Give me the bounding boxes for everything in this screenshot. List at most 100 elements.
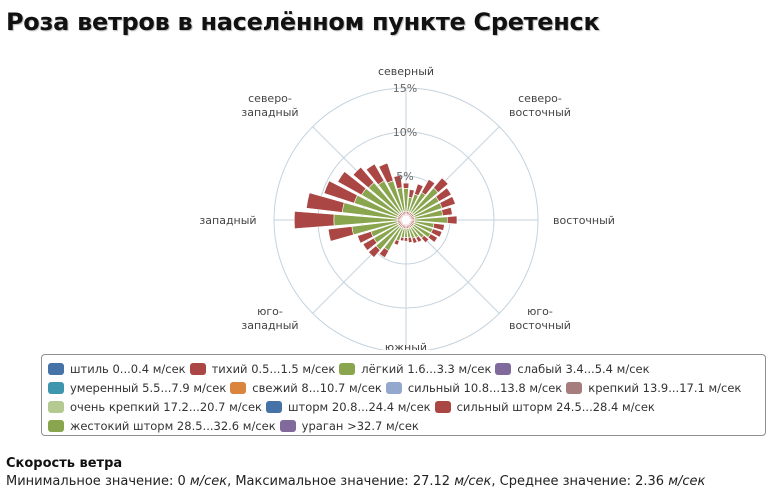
- bar-light-air-outer: [327, 226, 354, 242]
- bar-light-air-outer: [415, 235, 423, 243]
- legend-swatch: [279, 420, 296, 432]
- legend-label: умеренный 5.5...7.9 м/сек: [70, 381, 227, 395]
- legend-label: штиль 0...0.4 м/сек: [70, 362, 186, 376]
- legend-item[interactable]: крепкий 13.9...17.1 м/сек: [566, 379, 741, 397]
- bar-light-air-outer: [378, 247, 390, 259]
- legend-swatch: [566, 382, 583, 394]
- mean-unit: м/сек: [668, 474, 706, 489]
- legend-swatch: [434, 401, 451, 413]
- min-value: 0: [177, 474, 186, 489]
- wind-speed-stats: Минимальное значение: 0 м/сек, Максималь…: [6, 474, 705, 489]
- radial-tick-label: 10%: [393, 126, 417, 139]
- direction-label: юго-западный: [241, 305, 298, 332]
- min-unit: м/сек: [189, 474, 228, 489]
- legend-label: очень крепкий 17.2...20.7 м/сек: [70, 400, 262, 414]
- legend-label: ураган >32.7 м/сек: [301, 419, 419, 433]
- legend-row: штиль 0...0.4 м/сек тихий 0.5...1.5 м/сек…: [48, 360, 765, 379]
- chart-legend: штиль 0...0.4 м/сек тихий 0.5...1.5 м/сек…: [41, 354, 766, 436]
- wind-rose-chart: 5% 10% 15% северный северо-восточный восточны…: [199, 65, 615, 350]
- bar-light-air-outer: [393, 239, 400, 246]
- legend-item[interactable]: свежий 8...10.7 м/сек: [230, 379, 382, 397]
- direction-label: южный: [385, 341, 427, 350]
- legend-item[interactable]: сильный шторм 24.5...28.4 м/сек: [434, 398, 655, 416]
- bar-light-air-outer: [337, 171, 367, 196]
- legend-label: лёгкий 1.6...3.3 м/сек: [361, 362, 492, 376]
- grid-ring: [273, 87, 539, 350]
- bar-light-air-outer: [404, 237, 408, 242]
- bar-light-air-outer: [352, 166, 375, 189]
- bar-light-air-outer: [430, 228, 443, 238]
- max-unit: м/сек: [454, 474, 492, 489]
- mean-value: 2.36: [635, 474, 665, 489]
- legend-label: тихий 0.5...1.5 м/сек: [211, 362, 336, 376]
- bar-light-air-outer: [323, 180, 358, 204]
- page-title: Роза ветров в населённом пункте Сретенск: [6, 8, 600, 36]
- legend-item[interactable]: сильный 10.8...13.8 м/сек: [385, 379, 563, 397]
- legend-swatch: [48, 363, 64, 375]
- bar-light-air-outer: [357, 231, 374, 244]
- legend-label: сильный шторм 24.5...28.4 м/сек: [456, 400, 655, 414]
- mean-label: , Среднее значение:: [491, 474, 636, 489]
- max-label: , Максимальное значение:: [227, 474, 413, 489]
- bar-light-air-outer: [399, 236, 405, 242]
- legend-item[interactable]: слабый 3.4...5.4 м/сек: [495, 360, 650, 378]
- legend-swatch: [48, 382, 64, 394]
- legend-item[interactable]: шторм 20.8...24.4 м/сек: [265, 398, 431, 416]
- bar-light-air-outer: [407, 236, 413, 244]
- bar-light-air-outer: [362, 237, 378, 251]
- legend-label: сильный 10.8...13.8 м/сек: [407, 381, 563, 395]
- legend-label: жестокий шторм 28.5...32.6 м/сек: [70, 419, 276, 433]
- bar-light-air-outer: [435, 187, 452, 202]
- bar-light-air-outer: [408, 189, 415, 199]
- legend-item[interactable]: тихий 0.5...1.5 м/сек: [189, 360, 336, 378]
- legend-item[interactable]: ураган >32.7 м/сек: [279, 417, 419, 435]
- legend-label: свежий 8...10.7 м/сек: [252, 381, 382, 395]
- direction-label: восточный: [553, 214, 615, 227]
- max-value: 27.12: [412, 474, 451, 489]
- legend-item[interactable]: умеренный 5.5...7.9 м/сек: [48, 379, 226, 397]
- bar-light-air-outer: [414, 183, 424, 197]
- legend-swatch: [339, 363, 356, 375]
- bar-light-air-outer: [432, 222, 445, 231]
- bar-light-air-outer: [421, 235, 430, 244]
- min-label: Минимальное значение:: [6, 474, 178, 489]
- legend-row: умеренный 5.5...7.9 м/сек свежий 8...10.7…: [48, 379, 765, 398]
- bar-light-air-outer: [421, 178, 436, 196]
- wind-speed-heading: Скорость ветра: [6, 456, 123, 471]
- bar-light-air-outer: [393, 175, 403, 190]
- bar-light-air-outer: [365, 163, 385, 186]
- bar-light-air-outer: [446, 215, 458, 225]
- direction-label: северный: [378, 65, 434, 78]
- bar-light-air-outer: [427, 233, 438, 243]
- legend-row: жестокий шторм 28.5...32.6 м/сек ураган >…: [48, 417, 765, 436]
- radial-tick-label: 5%: [396, 170, 413, 183]
- bar-light-air-outer: [306, 192, 345, 213]
- direction-label: северо-западный: [241, 92, 298, 119]
- bar-light-air-outer: [368, 245, 381, 258]
- bar-light-air-outer: [433, 177, 449, 193]
- bar-light-air-outer: [411, 236, 418, 244]
- legend-swatch: [189, 363, 206, 375]
- legend-swatch: [385, 382, 402, 394]
- legend-swatch: [495, 363, 512, 375]
- legend-swatch: [265, 401, 282, 413]
- bar-light-air-outer: [441, 206, 453, 216]
- bar-light-air-outer: [293, 210, 335, 230]
- radial-tick-label: 15%: [393, 82, 417, 95]
- legend-item[interactable]: штиль 0...0.4 м/сек: [48, 360, 186, 378]
- legend-item[interactable]: жестокий шторм 28.5...32.6 м/сек: [48, 417, 276, 435]
- legend-item[interactable]: очень крепкий 17.2...20.7 м/сек: [48, 398, 262, 416]
- bar-light-air-outer: [402, 182, 410, 189]
- bar-light-air-outer: [378, 162, 394, 184]
- legend-item[interactable]: лёгкий 1.6...3.3 м/сек: [339, 360, 491, 378]
- bar-light-air-outer: [439, 196, 456, 209]
- direction-label: западный: [199, 214, 256, 227]
- legend-label: слабый 3.4...5.4 м/сек: [517, 362, 650, 376]
- direction-label: юго-восточный: [509, 305, 571, 332]
- legend-swatch: [230, 382, 247, 394]
- legend-swatch: [48, 420, 64, 432]
- direction-label: северо-восточный: [509, 92, 571, 119]
- legend-row: очень крепкий 17.2...20.7 м/сек шторм 20.…: [48, 398, 765, 417]
- legend-swatch: [48, 401, 64, 413]
- legend-label: крепкий 13.9...17.1 м/сек: [588, 381, 742, 395]
